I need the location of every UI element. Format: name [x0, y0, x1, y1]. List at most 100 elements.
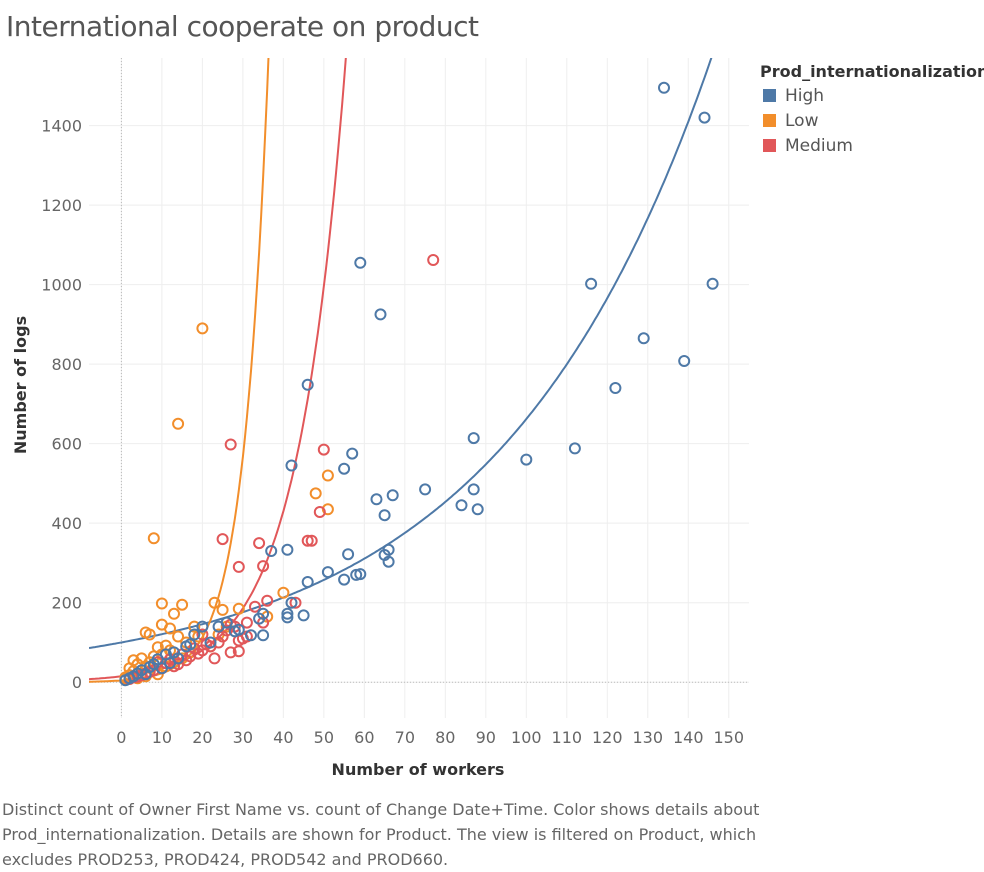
point-high[interactable]	[342, 548, 355, 561]
point-low[interactable]	[321, 469, 334, 482]
point-high[interactable]	[568, 442, 581, 455]
point-medium[interactable]	[427, 254, 440, 266]
point-high[interactable]	[155, 662, 168, 675]
y-tick-label: 400	[51, 514, 82, 533]
point-high[interactable]	[467, 483, 480, 496]
point-high[interactable]	[281, 611, 294, 624]
x-tick-label: 110	[552, 728, 583, 747]
point-high[interactable]	[354, 256, 367, 269]
point-high[interactable]	[188, 628, 201, 641]
point-high[interactable]	[374, 308, 387, 321]
point-medium[interactable]	[305, 534, 318, 547]
point-high[interactable]	[698, 111, 711, 124]
point-high[interactable]	[338, 573, 351, 586]
point-high[interactable]	[658, 81, 670, 94]
point-low[interactable]	[309, 487, 322, 500]
point-high[interactable]	[520, 453, 533, 466]
point-high[interactable]	[253, 612, 266, 625]
y-tick-label: 0	[72, 673, 82, 692]
point-low[interactable]	[168, 607, 180, 620]
point-medium[interactable]	[232, 645, 245, 658]
point-medium[interactable]	[317, 443, 330, 456]
point-high[interactable]	[301, 576, 314, 588]
point-high[interactable]	[265, 545, 278, 557]
point-low[interactable]	[155, 597, 168, 610]
point-high[interactable]	[172, 652, 185, 665]
point-high[interactable]	[706, 277, 719, 290]
point-high[interactable]	[285, 459, 298, 472]
point-low[interactable]	[172, 417, 185, 430]
point-high[interactable]	[678, 355, 691, 367]
point-high[interactable]	[139, 668, 152, 681]
point-high[interactable]	[180, 640, 193, 653]
x-tick-label: 0	[116, 728, 126, 747]
point-high[interactable]	[196, 620, 209, 633]
point-medium[interactable]	[216, 533, 229, 546]
point-low[interactable]	[176, 598, 189, 611]
y-tick-label: 800	[51, 355, 82, 374]
legend-item-high[interactable]: High	[760, 83, 984, 108]
point-high[interactable]	[297, 609, 310, 622]
point-high[interactable]	[285, 596, 298, 609]
point-high[interactable]	[382, 543, 395, 556]
y-axis-ticks: 0 200 400 600 800 1000 1200 1400	[41, 117, 82, 693]
point-high[interactable]	[382, 555, 395, 568]
point-medium[interactable]	[313, 506, 326, 518]
point-medium[interactable]	[232, 560, 245, 573]
point-high[interactable]	[281, 607, 294, 620]
point-low[interactable]	[232, 602, 245, 615]
x-tick-label: 40	[273, 728, 293, 747]
point-high[interactable]	[301, 378, 314, 391]
x-tick-label: 130	[632, 728, 663, 747]
point-high[interactable]	[609, 382, 622, 394]
point-high[interactable]	[338, 462, 351, 475]
x-tick-label: 90	[476, 728, 496, 747]
point-high[interactable]	[281, 543, 294, 556]
point-high[interactable]	[455, 499, 468, 512]
point-high[interactable]	[419, 483, 432, 496]
point-high[interactable]	[585, 277, 598, 290]
x-tick-label: 150	[713, 728, 744, 747]
point-medium[interactable]	[301, 534, 314, 547]
point-medium[interactable]	[249, 600, 261, 613]
legend-item-medium[interactable]: Medium	[760, 133, 984, 158]
point-high[interactable]	[257, 629, 270, 642]
point-high[interactable]	[471, 503, 484, 516]
legend-item-low[interactable]: Low	[760, 108, 984, 133]
point-high[interactable]	[637, 332, 650, 345]
point-high[interactable]	[204, 636, 217, 649]
point-medium[interactable]	[208, 652, 221, 665]
point-high[interactable]	[370, 493, 383, 506]
point-high[interactable]	[378, 509, 391, 522]
point-medium[interactable]	[196, 628, 209, 641]
point-high[interactable]	[467, 432, 480, 445]
point-high[interactable]	[321, 566, 334, 579]
legend: Prod_internationalization High Low Mediu…	[760, 62, 984, 158]
point-high[interactable]	[245, 629, 257, 642]
point-low[interactable]	[143, 628, 156, 641]
point-low[interactable]	[277, 586, 290, 599]
point-high[interactable]	[386, 489, 399, 502]
point-medium[interactable]	[289, 596, 302, 609]
point-high[interactable]	[212, 620, 225, 633]
point-high[interactable]	[228, 625, 241, 638]
point-high[interactable]	[354, 568, 367, 581]
point-low[interactable]	[208, 596, 221, 609]
point-medium[interactable]	[253, 537, 266, 550]
point-high[interactable]	[119, 674, 132, 687]
point-low[interactable]	[216, 603, 229, 616]
point-medium[interactable]	[224, 438, 237, 451]
point-low[interactable]	[188, 620, 201, 633]
point-low[interactable]	[164, 622, 176, 635]
point-medium[interactable]	[261, 594, 274, 607]
point-medium[interactable]	[240, 616, 253, 629]
point-high[interactable]	[346, 447, 359, 460]
legend-swatch-medium	[763, 139, 776, 152]
point-low[interactable]	[172, 630, 185, 643]
point-low[interactable]	[196, 322, 209, 335]
point-low[interactable]	[321, 503, 334, 516]
point-medium[interactable]	[224, 646, 237, 659]
point-low[interactable]	[147, 532, 160, 545]
point-medium[interactable]	[216, 630, 229, 643]
point-medium[interactable]	[257, 560, 270, 573]
